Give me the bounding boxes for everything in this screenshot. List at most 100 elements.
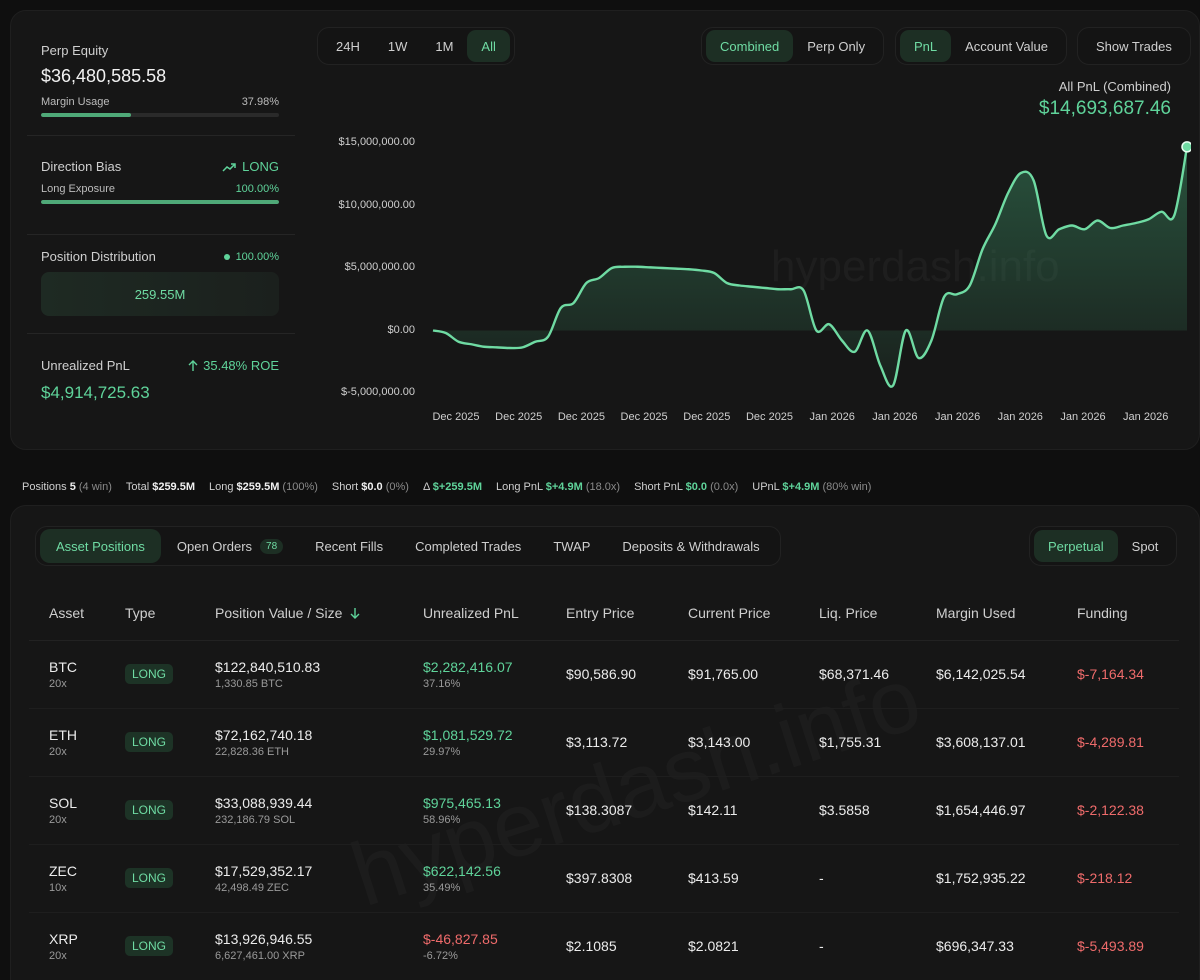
market-spot[interactable]: Spot — [1131, 538, 1159, 554]
tab-label: Recent Fills — [315, 538, 384, 554]
latest-point-marker[interactable] — [1181, 141, 1191, 153]
time-range-1m[interactable]: 1M — [435, 38, 454, 54]
table-row[interactable]: ETH 20x LONG $72,162,740.18 22,828.36 ETH $1,… — [29, 708, 1179, 777]
y-tick-label: $15,000,000.00 — [338, 136, 415, 148]
show-trades-toggle[interactable]: Show Trades — [1077, 27, 1191, 65]
tab-label: TWAP — [553, 538, 591, 554]
summary-item: UPnL $+4.9M (80% win) — [752, 481, 871, 493]
position-type-badge: LONG — [125, 732, 174, 752]
direction-bias-block: Direction Bias LONG Long Exposure 100.00… — [41, 159, 279, 204]
margin-used: $3,608,137.01 — [916, 708, 1057, 777]
summary-label: Short PnL — [634, 481, 686, 493]
pnl-line — [432, 146, 1189, 388]
column-header-liq-price[interactable]: Liq. Price — [799, 586, 916, 641]
margin-used: $1,752,935.22 — [916, 844, 1057, 913]
perp-equity-block: Perp Equity $36,480,585.58 Margin Usage … — [41, 43, 279, 117]
unrealized-pnl-cell: $975,465.13 58.96% — [403, 776, 546, 845]
summary-value: $+4.9M — [782, 481, 820, 493]
chart-header-value: $14,693,687.46 — [1038, 98, 1171, 119]
x-tick-label: Dec 2025 — [432, 411, 480, 423]
summary-value: $+4.9M — [545, 481, 583, 493]
asset-name[interactable]: SOL — [49, 794, 78, 811]
market-perpetual[interactable]: Perpetual — [1034, 530, 1118, 562]
asset-cell: ZEC 10x — [29, 844, 105, 913]
position-value-cell: $33,088,939.44 232,186.79 SOL — [195, 776, 403, 845]
unrealized-pnl-label: Unrealized PnL — [41, 358, 130, 373]
x-tick-label: Dec 2025 — [557, 411, 605, 423]
chart-header-label: All PnL (Combined) — [1058, 79, 1171, 94]
time-range-all[interactable]: All — [467, 30, 510, 62]
table-row[interactable]: BTC 20x LONG $122,840,510.83 1,330.85 BTC $2,… — [29, 640, 1179, 709]
entry-price: $138.3087 — [546, 776, 668, 845]
position-value-cell: $13,926,946.55 6,627,461.00 XRP — [195, 912, 403, 980]
column-header-asset[interactable]: Asset — [29, 586, 105, 641]
summary-extra: (4 win) — [78, 481, 112, 493]
summary-label: Short — [331, 481, 362, 493]
position-value-cell: $122,840,510.83 1,330.85 BTC — [195, 640, 403, 709]
direction-bias-value: LONG — [242, 159, 279, 174]
unrealized-roe: 35.48% ROE — [203, 358, 279, 373]
perp-equity-value: $36,480,585.58 — [41, 66, 167, 86]
summary-extra: (0%) — [385, 481, 409, 493]
asset-leverage: 20x — [49, 677, 67, 690]
asset-name[interactable]: BTC — [49, 658, 77, 675]
column-header-entry-price[interactable]: Entry Price — [546, 586, 668, 641]
divider — [27, 135, 295, 136]
x-tick-label: Jan 2026 — [1123, 411, 1169, 423]
time-range-24h[interactable]: 24H — [336, 38, 360, 54]
y-tick-label: $5,000,000.00 — [344, 261, 415, 273]
tab-twap[interactable]: TWAP — [537, 529, 606, 563]
table-row[interactable]: SOL 20x LONG $33,088,939.44 232,186.79 SOL $9… — [29, 776, 1179, 845]
tab-label: Deposits & Withdrawals — [622, 538, 760, 554]
unrealized-pnl-percent: 37.16% — [423, 677, 461, 690]
show-trades-button[interactable]: Show Trades — [1096, 38, 1172, 54]
asset-name[interactable]: ZEC — [49, 862, 77, 879]
positions-tabs: Asset Positions Open Orders 78 Recent Fills… — [35, 526, 781, 566]
x-tick-label: Dec 2025 — [620, 411, 668, 423]
summary-value: $259.5M — [236, 481, 280, 493]
x-tick-label: Dec 2025 — [745, 411, 794, 423]
tab-asset-positions[interactable]: Asset Positions — [40, 529, 161, 563]
tab-label: Asset Positions — [56, 538, 145, 554]
table-row[interactable]: XRP 20x LONG $13,926,946.55 6,627,461.00 XRP… — [29, 912, 1179, 980]
position-distribution-block: Position Distribution 100.00% 259.55M — [41, 249, 279, 316]
asset-name[interactable]: XRP — [49, 930, 78, 947]
column-header-current-price[interactable]: Current Price — [668, 586, 799, 641]
summary-item: Long $259.5M (100%) — [209, 481, 318, 493]
asset-leverage: 20x — [49, 813, 67, 826]
mode-perp-only[interactable]: Perp Only — [807, 38, 866, 54]
metric-account-value[interactable]: Account Value — [965, 38, 1049, 54]
current-price: $91,765.00 — [668, 640, 799, 709]
asset-name[interactable]: ETH — [49, 726, 77, 743]
unrealized-pnl: $2,282,416.07 — [423, 658, 513, 675]
y-tick-label: $-5,000,000.00 — [340, 386, 415, 398]
time-range-1w[interactable]: 1W — [387, 38, 408, 54]
position-size: 42,498.49 ZEC — [215, 881, 289, 894]
summary-value: $259.5M — [152, 481, 196, 493]
tab-completed-trades[interactable]: Completed Trades — [399, 529, 537, 563]
margin-usage-label: Margin Usage — [41, 96, 110, 108]
mode-combined[interactable]: Combined — [706, 30, 794, 62]
column-header-position-value-size[interactable]: Position Value / Size — [195, 586, 403, 641]
arrow-down-icon[interactable] — [342, 605, 360, 621]
summary-extra: (100%) — [282, 481, 318, 493]
position-distribution-value: 259.55M — [134, 286, 186, 302]
margin-used: $1,654,446.97 — [916, 776, 1057, 845]
position-distribution-bar[interactable]: 259.55M — [41, 272, 279, 316]
column-header-type[interactable]: Type — [105, 586, 195, 641]
metric-pnl[interactable]: PnL — [900, 30, 952, 62]
tab-count-badge: 78 — [260, 538, 284, 554]
x-tick-label: Dec 2025 — [495, 411, 543, 423]
tab-deposits-withdrawals[interactable]: Deposits & Withdrawals — [606, 529, 775, 563]
pnl-chart[interactable]: $15,000,000.00 $10,000,000.00 $5,000,000.0… — [311, 111, 1191, 431]
market-selector: Perpetual Spot — [1029, 526, 1178, 566]
column-header-margin-used[interactable]: Margin Used — [916, 586, 1057, 641]
table-row[interactable]: ZEC 10x LONG $17,529,352.17 42,498.49 ZEC $62… — [29, 844, 1179, 913]
tab-open-orders[interactable]: Open Orders 78 — [161, 529, 299, 563]
type-cell: LONG — [105, 776, 195, 845]
column-header-funding[interactable]: Funding — [1057, 586, 1179, 641]
column-header-unrealized-pnl[interactable]: Unrealized PnL — [403, 586, 546, 641]
x-tick-label: Jan 2026 — [1060, 411, 1106, 423]
tab-recent-fills[interactable]: Recent Fills — [299, 529, 399, 563]
perp-equity-label: Perp Equity — [41, 43, 109, 58]
